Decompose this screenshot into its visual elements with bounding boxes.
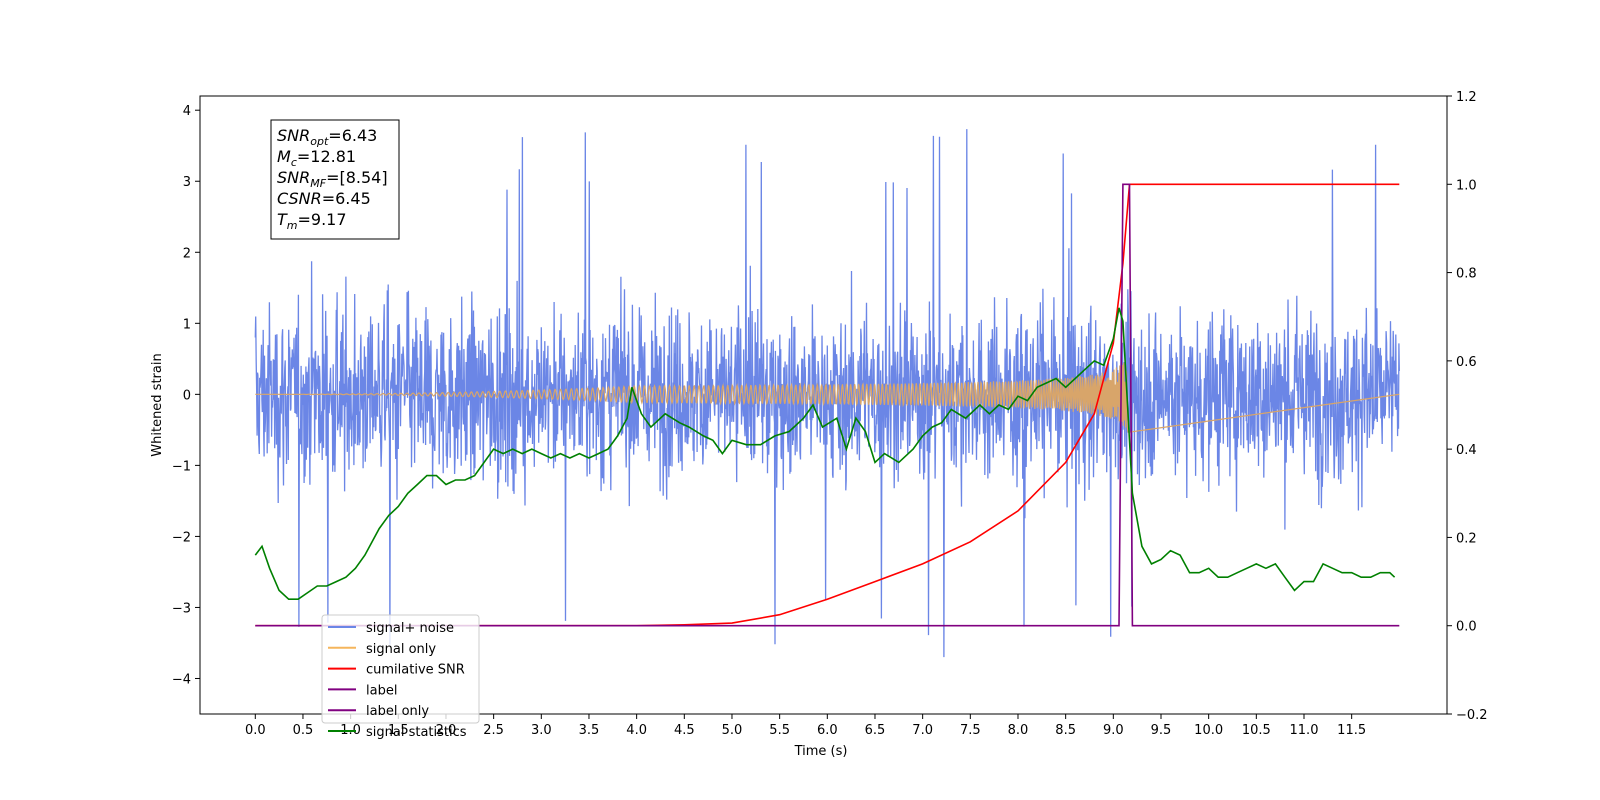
y-axis-label: Whitened strain bbox=[150, 353, 165, 456]
legend-frame bbox=[321, 614, 480, 724]
x-tick-label: 3.0 bbox=[531, 723, 552, 738]
series-signal-noise bbox=[254, 129, 1400, 658]
x-tick-label: 6.5 bbox=[865, 723, 886, 738]
legend-label: signal statistics bbox=[366, 725, 467, 740]
y-tick-label: −2 bbox=[172, 530, 191, 545]
y2-tick-label: 0.8 bbox=[1456, 267, 1477, 282]
y2-tick-label: 0.6 bbox=[1456, 355, 1477, 370]
x-tick-label: 4.5 bbox=[674, 723, 695, 738]
y-tick-label: 1 bbox=[183, 317, 191, 332]
series-signal-only bbox=[255, 362, 1400, 433]
x-tick-label: 2.0 bbox=[436, 723, 457, 738]
legend-label: cumilative SNR bbox=[366, 663, 465, 678]
legend-label: label bbox=[366, 683, 397, 698]
y-tick-label: 3 bbox=[183, 175, 191, 190]
y-tick-label: −1 bbox=[172, 459, 191, 474]
annotation-line: CSNR=6.45 bbox=[277, 189, 371, 208]
x-tick-label: 9.0 bbox=[1103, 723, 1124, 738]
x-axis-label: Time (s) bbox=[794, 744, 848, 759]
annotation-frame bbox=[270, 119, 400, 240]
y-axis-right: 1.2 1.0 0.8 0.6 0.4 0.2 0.0 −0.2 bbox=[1447, 90, 1488, 723]
annotation-box: SNRopt=6.43Mc=12.81SNRMF=[8.54]CSNR=6.45… bbox=[270, 119, 400, 240]
legend: signal+ noise signal only cumilative SNR la… bbox=[321, 614, 480, 740]
x-tick-label: 0.0 bbox=[245, 723, 266, 738]
y-tick-label: −4 bbox=[172, 672, 191, 687]
x-tick-label: 5.5 bbox=[769, 723, 790, 738]
x-tick-label: 7.0 bbox=[912, 723, 933, 738]
y-tick-label: 2 bbox=[183, 246, 191, 261]
x-tick-label: 4.0 bbox=[626, 723, 647, 738]
x-axis: 0.0 0.5 1.0 1.5 2.0 2.5 3.0 3.5 4.0 4.5 5.0 5.5 6.0 6… bbox=[245, 714, 1366, 738]
annotation-line: Tm=9.17 bbox=[277, 210, 347, 232]
x-tick-label: 3.5 bbox=[579, 723, 600, 738]
x-tick-label: 8.0 bbox=[1008, 723, 1029, 738]
x-tick-label: 11.0 bbox=[1290, 723, 1319, 738]
annotation-line: SNRopt=6.43 bbox=[277, 126, 377, 148]
y2-tick-label: −0.2 bbox=[1456, 708, 1488, 723]
y2-tick-label: 0.2 bbox=[1456, 531, 1477, 546]
x-tick-label: 6.0 bbox=[817, 723, 838, 738]
annotation-line: SNRMF=[8.54] bbox=[277, 168, 388, 190]
x-tick-label: 2.5 bbox=[483, 723, 504, 738]
x-tick-label: 10.5 bbox=[1242, 723, 1271, 738]
x-tick-label: 7.5 bbox=[960, 723, 981, 738]
x-tick-label: 1.5 bbox=[388, 723, 409, 738]
plot-frame bbox=[199, 95, 1448, 715]
plot-area bbox=[254, 129, 1400, 658]
y2-tick-label: 0.4 bbox=[1456, 443, 1477, 458]
annotation-line: Mc=12.81 bbox=[277, 147, 356, 169]
series-cumilative-snr bbox=[255, 183, 1400, 627]
legend-label: label only bbox=[366, 704, 429, 719]
x-tick-label: 9.5 bbox=[1151, 723, 1172, 738]
y-tick-label: 4 bbox=[183, 104, 191, 119]
series-label bbox=[255, 183, 1400, 627]
y2-tick-label: 0.0 bbox=[1456, 620, 1477, 635]
x-tick-label: 10.0 bbox=[1194, 723, 1223, 738]
y-tick-label: 0 bbox=[183, 388, 191, 403]
x-tick-label: 0.5 bbox=[293, 723, 314, 738]
legend-label: signal only bbox=[366, 642, 436, 657]
y-tick-label: −3 bbox=[172, 601, 191, 616]
y2-tick-label: 1.2 bbox=[1456, 90, 1477, 105]
y-axis-left: 4 3 2 1 0 −1 −2 −3 −4 bbox=[172, 104, 200, 687]
x-tick-label: 11.5 bbox=[1337, 723, 1366, 738]
x-tick-label: 5.0 bbox=[722, 723, 743, 738]
legend-label: signal+ noise bbox=[366, 621, 454, 636]
series-signal-statistics bbox=[254, 307, 1396, 600]
y2-tick-label: 1.0 bbox=[1456, 178, 1477, 193]
x-tick-label: 8.5 bbox=[1055, 723, 1076, 738]
